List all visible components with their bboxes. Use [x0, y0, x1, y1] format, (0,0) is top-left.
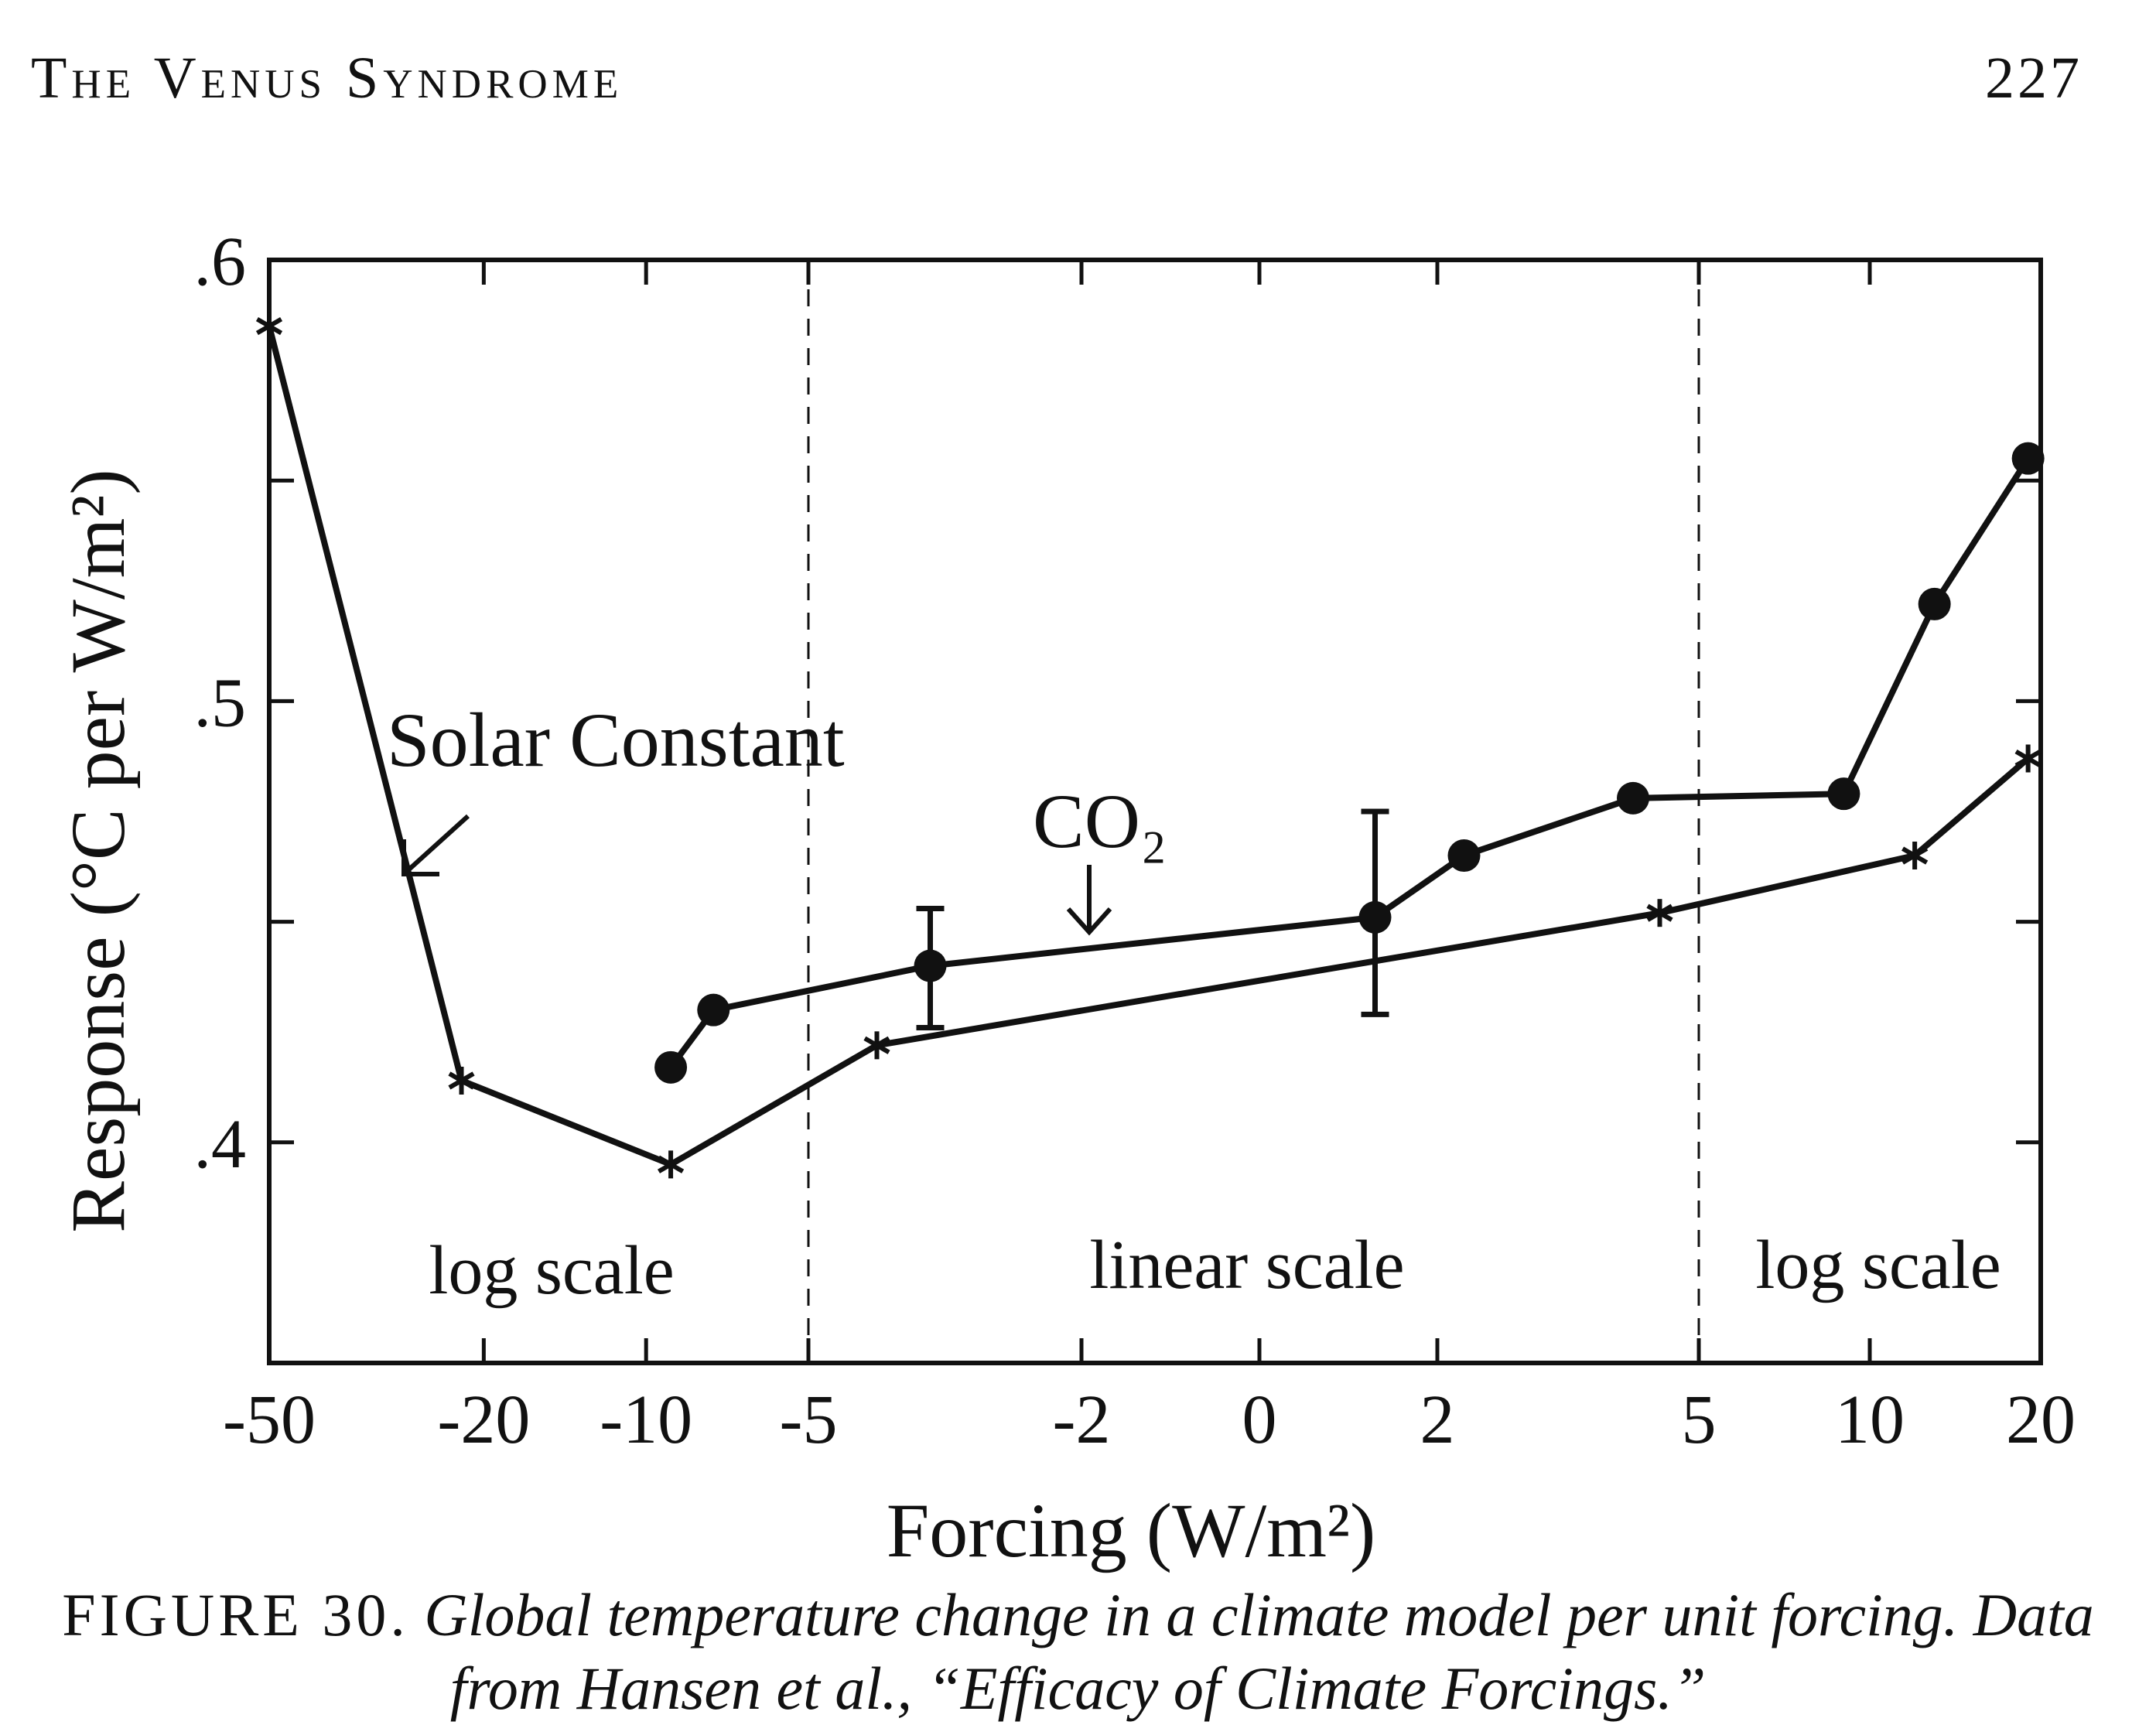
x-tick-label: 20 [2006, 1382, 2076, 1458]
y-tick-labels: .4 .5 .6 [194, 224, 247, 1183]
co2-point [697, 993, 730, 1026]
x-tick-label: 10 [1835, 1382, 1905, 1458]
x-tick-labels: -50 -20 -10 -5 -2 0 2 5 10 20 [223, 1382, 2076, 1458]
co2-line [668, 456, 2031, 1070]
y-axis-title: Response (°C per W/m²) [55, 469, 141, 1232]
co2-point [1827, 777, 1860, 811]
x-tick-label: 5 [1682, 1382, 1717, 1458]
x-tick-label: 2 [1420, 1382, 1455, 1458]
y-tick-label: .6 [194, 224, 247, 300]
region-label-right: log scale [1755, 1227, 2001, 1303]
solar-constant-point [255, 312, 283, 340]
x-tick-label: -5 [780, 1382, 838, 1458]
solar-constant-point [657, 1150, 685, 1179]
running-title: The Venus Syndrome [31, 46, 624, 111]
solar-constant-point [2014, 744, 2042, 773]
legend-co2: CO₂ [1033, 778, 1167, 864]
co2-point [1617, 781, 1649, 815]
y-tick-label: .4 [194, 1106, 247, 1183]
co2-point [1358, 900, 1392, 934]
x-tick-label: -2 [1053, 1382, 1111, 1458]
region-label-middle: linear scale [1089, 1227, 1404, 1303]
legend-solar-constant: Solar Constant [387, 697, 845, 783]
solar-constant-point [863, 1031, 890, 1060]
y-tick-label: .5 [194, 664, 247, 741]
figure-caption: FIGURE 30. Global temperature change in … [0, 1578, 2156, 1725]
arrow-solar-constant [401, 814, 470, 876]
co2-point [1918, 587, 1951, 620]
series-markers [255, 312, 2045, 1179]
arrow-co2 [1066, 865, 1112, 936]
solar-constant-point [1901, 842, 1929, 870]
co2-point [914, 949, 947, 982]
figure-label: FIGURE 30. [62, 1581, 409, 1648]
scale-dividers [807, 260, 1700, 1363]
co2-point [654, 1050, 688, 1084]
co2-point [2011, 442, 2045, 475]
plot-frame [267, 258, 2043, 1365]
x-tick-label: 0 [1242, 1382, 1277, 1458]
x-axis-title: Forcing (W/m²) [887, 1488, 1376, 1573]
solar-constant-point [448, 1066, 475, 1095]
solar-constant-point [1646, 899, 1673, 927]
co2-point [1447, 839, 1481, 873]
page-number: 227 [1985, 46, 2083, 111]
region-label-left: log scale [429, 1232, 674, 1309]
figure-caption-text: Global temperature change in a climate m… [424, 1581, 2094, 1722]
x-tick-label: -20 [437, 1382, 530, 1458]
x-tick-label: -50 [223, 1382, 316, 1458]
x-tick-label: -10 [600, 1382, 692, 1458]
